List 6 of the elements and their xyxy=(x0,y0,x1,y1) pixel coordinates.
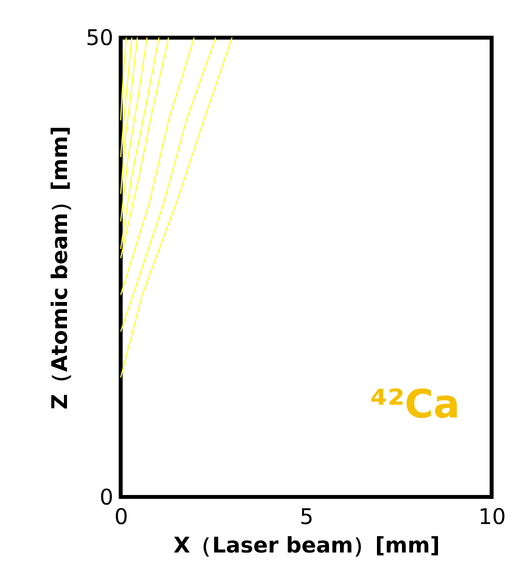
x-axis-title: X（Laser beam）[mm] xyxy=(173,533,440,558)
x-tick-label: 10 xyxy=(478,504,506,530)
annotation: ⁴²Ca xyxy=(370,382,460,428)
y-tick-label: 50 xyxy=(86,26,114,52)
y-axis-title: Z（Atomic beam）[mm] xyxy=(48,126,74,410)
x-tick-label: 5 xyxy=(300,504,314,530)
